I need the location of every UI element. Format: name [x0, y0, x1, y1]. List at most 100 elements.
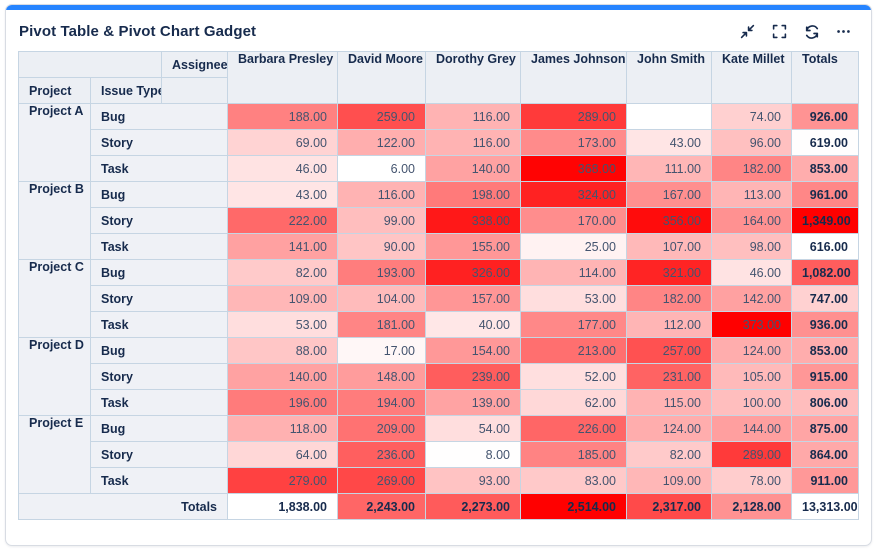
issue-type-label: Task [90, 233, 228, 260]
pivot-cell: 111.00 [626, 155, 712, 182]
header-row-bottom: Project Issue Type [18, 77, 859, 104]
pivot-cell: 289.00 [711, 441, 792, 468]
pivot-cell: 182.00 [626, 285, 712, 312]
pivot-cell: 109.00 [626, 467, 712, 494]
project-dimension-label: Project [18, 77, 91, 104]
gadget-card: Pivot Table & Pivot Chart Gadget [5, 4, 872, 546]
issue-type-label: Task [90, 389, 228, 416]
totals-row: Totals 1,838.00 2,243.00 2,273.00 2,514.00 2,… [18, 493, 859, 520]
column-total-cell: 2,317.00 [626, 493, 712, 520]
pivot-cell: 170.00 [520, 207, 627, 234]
assignee-column-header: James Johnson [520, 51, 627, 104]
pivot-cell: 116.00 [425, 103, 521, 130]
assignee-subheader-empty [161, 77, 228, 104]
row-total-cell: 853.00 [791, 337, 859, 364]
issue-type-label: Bug [90, 337, 228, 364]
pivot-cell: 226.00 [520, 415, 627, 442]
more-button[interactable] [835, 23, 852, 40]
pivot-cell: 98.00 [711, 233, 792, 260]
pivot-cell: 43.00 [227, 181, 338, 208]
pivot-cell: 368.00 [520, 155, 627, 182]
pivot-cell: 259.00 [337, 103, 426, 130]
pivot-cell: 90.00 [337, 233, 426, 260]
pivot-cell: 231.00 [626, 363, 712, 390]
pivot-cell: 144.00 [711, 415, 792, 442]
pivot-cell: 209.00 [337, 415, 426, 442]
pivot-cell: 188.00 [227, 103, 338, 130]
table-row: Story 64.00 236.00 8.00 185.00 82.00 289.00 864… [19, 441, 859, 468]
row-total-cell: 806.00 [791, 389, 859, 416]
pivot-cell: 356.00 [626, 207, 712, 234]
issue-type-label: Bug [90, 181, 228, 208]
pivot-cell: 164.00 [711, 207, 792, 234]
table-row: Task 53.00 181.00 40.00 177.00 112.00 373.00 93… [19, 311, 859, 338]
assignee-column-header: John Smith [626, 51, 712, 104]
issue-type-label: Story [90, 363, 228, 390]
project-label: Project E [18, 415, 91, 494]
refresh-button[interactable] [803, 23, 820, 40]
table-row: Project A Bug 188.00 259.00 116.00 289.00 74.0… [18, 103, 859, 182]
pivot-cell: 109.00 [227, 285, 338, 312]
corner-cell [18, 51, 162, 78]
issue-type-label: Story [90, 285, 228, 312]
minimize-icon [740, 24, 755, 39]
pivot-cell: 213.00 [520, 337, 627, 364]
table-row: Project E Bug 118.00 209.00 54.00 226.00 124.0… [18, 415, 859, 494]
issue-type-label: Bug [90, 259, 228, 286]
table-row: Story 109.00 104.00 157.00 53.00 182.00 142.00… [19, 285, 859, 312]
pivot-cell: 96.00 [711, 129, 792, 156]
pivot-cell: 8.00 [425, 441, 521, 468]
pivot-cell: 124.00 [711, 337, 792, 364]
pivot-cell: 154.00 [425, 337, 521, 364]
row-total-cell: 864.00 [791, 441, 859, 468]
pivot-table: Assignee Barbara Presley David Moore Doroth… [18, 51, 859, 520]
pivot-cell: 289.00 [520, 103, 627, 130]
pivot-cell: 239.00 [425, 363, 521, 390]
pivot-cell: 104.00 [337, 285, 426, 312]
pivot-cell: 140.00 [227, 363, 338, 390]
row-total-cell: 1,082.00 [791, 259, 859, 286]
pivot-cell: 182.00 [711, 155, 792, 182]
fullscreen-button[interactable] [771, 23, 788, 40]
pivot-cell: 326.00 [425, 259, 521, 286]
minimize-button[interactable] [739, 23, 756, 40]
table-row: Story 140.00 148.00 239.00 52.00 231.00 105.00… [19, 363, 859, 390]
header-row-top: Assignee Barbara Presley David Moore Doroth… [18, 51, 859, 104]
row-total-cell: 875.00 [791, 415, 859, 442]
column-total-cell: 2,514.00 [520, 493, 627, 520]
pivot-cell: 198.00 [425, 181, 521, 208]
issue-type-label: Bug [90, 103, 228, 130]
pivot-cell: 116.00 [425, 129, 521, 156]
row-total-cell: 936.00 [791, 311, 859, 338]
pivot-cell: 93.00 [425, 467, 521, 494]
pivot-cell: 148.00 [337, 363, 426, 390]
issue-type-label: Story [90, 207, 228, 234]
pivot-cell: 114.00 [520, 259, 627, 286]
column-total-cell: 2,243.00 [337, 493, 426, 520]
pivot-cell: 116.00 [337, 181, 426, 208]
pivot-cell: 177.00 [520, 311, 627, 338]
row-total-cell: 911.00 [791, 467, 859, 494]
pivot-cell: 236.00 [337, 441, 426, 468]
pivot-table-wrap: Assignee Barbara Presley David Moore Doroth… [6, 51, 871, 536]
pivot-cell: 373.00 [711, 311, 792, 338]
pivot-cell: 155.00 [425, 233, 521, 260]
table-row: Task 279.00 269.00 93.00 83.00 109.00 78.00 911… [19, 467, 859, 494]
pivot-cell: 100.00 [711, 389, 792, 416]
pivot-cell: 115.00 [626, 389, 712, 416]
pivot-cell: 83.00 [520, 467, 627, 494]
project-label: Project C [18, 259, 91, 338]
issue-type-label: Story [90, 441, 228, 468]
pivot-cell: 52.00 [520, 363, 627, 390]
issue-type-label: Task [90, 467, 228, 494]
pivot-cell: 107.00 [626, 233, 712, 260]
project-label: Project D [18, 337, 91, 416]
pivot-cell: 140.00 [425, 155, 521, 182]
pivot-cell: 338.00 [425, 207, 521, 234]
pivot-cell: 321.00 [626, 259, 712, 286]
pivot-cell: 157.00 [425, 285, 521, 312]
pivot-cell: 269.00 [337, 467, 426, 494]
pivot-cell: 141.00 [227, 233, 338, 260]
gadget-header: Pivot Table & Pivot Chart Gadget [6, 10, 871, 51]
pivot-cell: 25.00 [520, 233, 627, 260]
